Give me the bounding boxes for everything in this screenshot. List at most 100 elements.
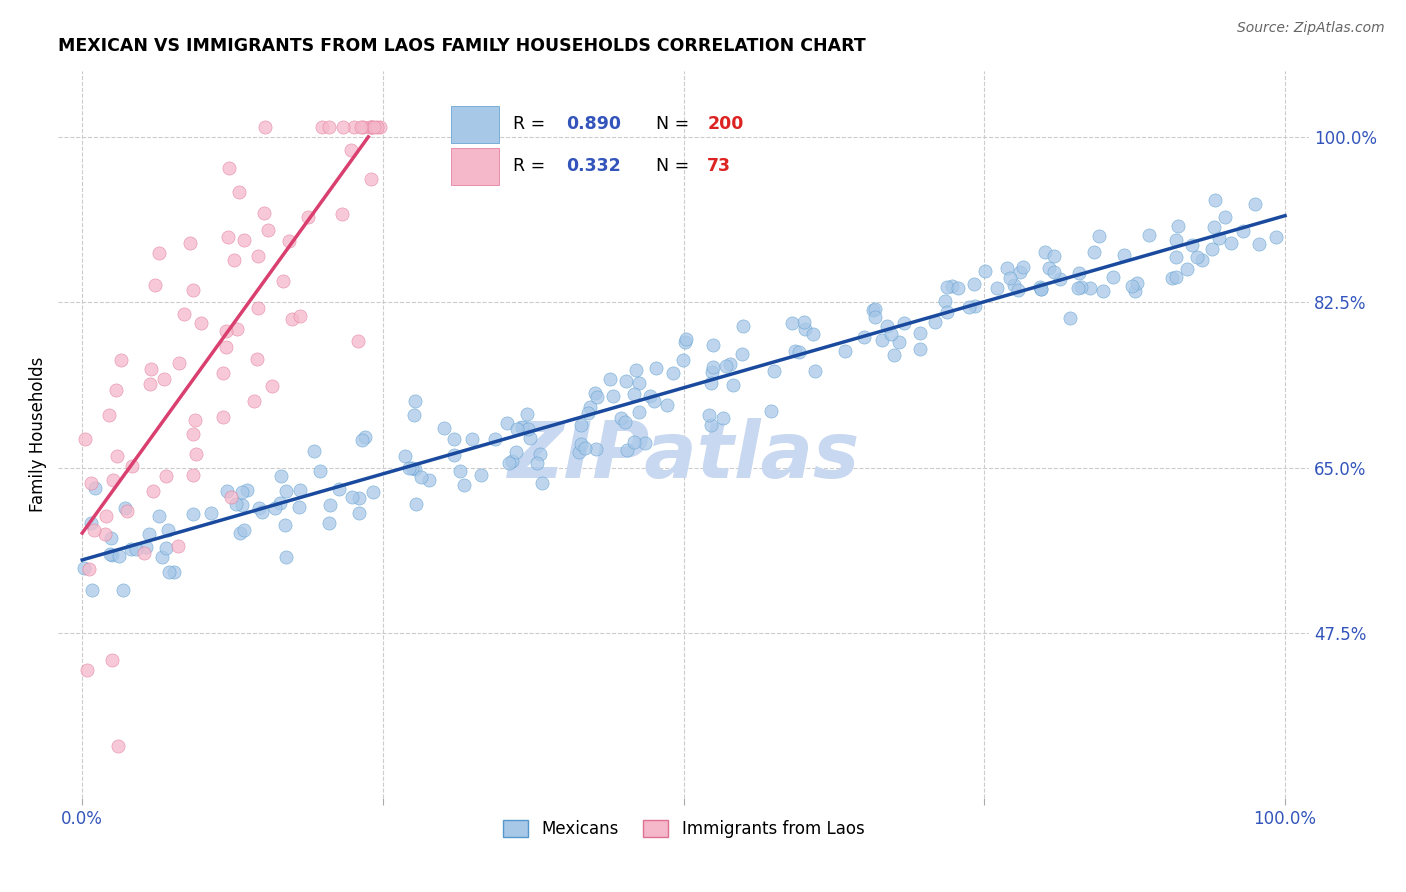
Point [614, 374, 637, 388]
Point [908, 342, 931, 356]
Point [404, 461, 426, 475]
Point [153, 372, 176, 386]
Point [495, 416, 517, 430]
Point [1029, 283, 1052, 297]
Point [260, 378, 283, 392]
Point [100, 531, 122, 545]
Point [672, 353, 695, 368]
Point [98, 547, 121, 561]
Point [246, 352, 269, 367]
Point [200, 507, 222, 521]
Point [1067, 267, 1090, 281]
Point [138, 527, 160, 541]
Point [889, 334, 911, 349]
Point [569, 437, 592, 451]
Point [76, 663, 98, 677]
Point [1181, 238, 1204, 252]
Point [675, 332, 697, 346]
Point [394, 449, 416, 463]
Point [1164, 250, 1187, 264]
Point [352, 120, 374, 135]
Point [1164, 270, 1187, 285]
Point [1102, 270, 1125, 285]
Point [526, 457, 548, 471]
Point [155, 468, 177, 483]
Point [519, 431, 541, 445]
Point [360, 171, 382, 186]
Point [181, 508, 204, 522]
Point [94, 508, 117, 523]
Point [231, 498, 253, 512]
Point [173, 307, 195, 321]
Point [359, 120, 381, 135]
Point [115, 503, 138, 517]
Point [793, 316, 815, 330]
Point [1204, 193, 1226, 207]
Point [723, 377, 745, 392]
Point [330, 207, 353, 221]
Point [655, 398, 678, 412]
Text: MEXICAN VS IMMIGRANTS FROM LAOS FAMILY HOUSEHOLDS CORRELATION CHART: MEXICAN VS IMMIGRANTS FROM LAOS FAMILY H… [58, 37, 866, 55]
Point [121, 458, 143, 473]
Point [616, 442, 638, 457]
Point [264, 501, 287, 516]
Point [253, 120, 276, 135]
Point [946, 281, 969, 295]
Point [1244, 197, 1267, 211]
Point [924, 315, 946, 329]
Point [599, 372, 621, 386]
Point [217, 230, 239, 244]
Point [97, 409, 120, 423]
Point [783, 343, 806, 358]
Point [853, 330, 876, 344]
Point [328, 482, 350, 496]
Point [105, 449, 128, 463]
Point [276, 550, 298, 565]
Point [673, 334, 696, 349]
Point [1088, 229, 1111, 244]
Point [288, 500, 311, 514]
Point [226, 322, 249, 336]
Point [1010, 265, 1032, 279]
Point [181, 468, 204, 483]
Point [361, 120, 384, 135]
Point [277, 234, 299, 248]
Point [1007, 283, 1029, 297]
Point [602, 388, 624, 402]
Point [318, 120, 340, 135]
Point [1070, 280, 1092, 294]
Point [1191, 253, 1213, 268]
Point [501, 454, 523, 468]
Point [1121, 278, 1143, 293]
Point [505, 445, 527, 459]
Point [93, 527, 115, 541]
Point [190, 316, 212, 330]
Point [253, 206, 276, 220]
Point [700, 365, 723, 379]
Point [181, 427, 204, 442]
Point [110, 353, 132, 368]
Point [1125, 284, 1147, 298]
Point [214, 340, 236, 354]
Point [349, 491, 371, 505]
Point [699, 418, 721, 433]
Point [218, 161, 240, 175]
Point [1265, 230, 1288, 244]
Point [233, 523, 256, 537]
Point [1185, 251, 1208, 265]
Point [793, 322, 815, 336]
Point [228, 186, 250, 200]
Point [100, 652, 122, 666]
Point [1012, 260, 1035, 275]
Point [250, 505, 273, 519]
Point [366, 120, 388, 135]
Point [274, 483, 297, 498]
Point [568, 445, 591, 459]
Point [934, 294, 956, 309]
Point [308, 464, 330, 478]
Point [1002, 277, 1025, 292]
Point [863, 310, 886, 325]
Point [643, 394, 665, 409]
Point [957, 300, 980, 314]
Point [354, 430, 377, 444]
